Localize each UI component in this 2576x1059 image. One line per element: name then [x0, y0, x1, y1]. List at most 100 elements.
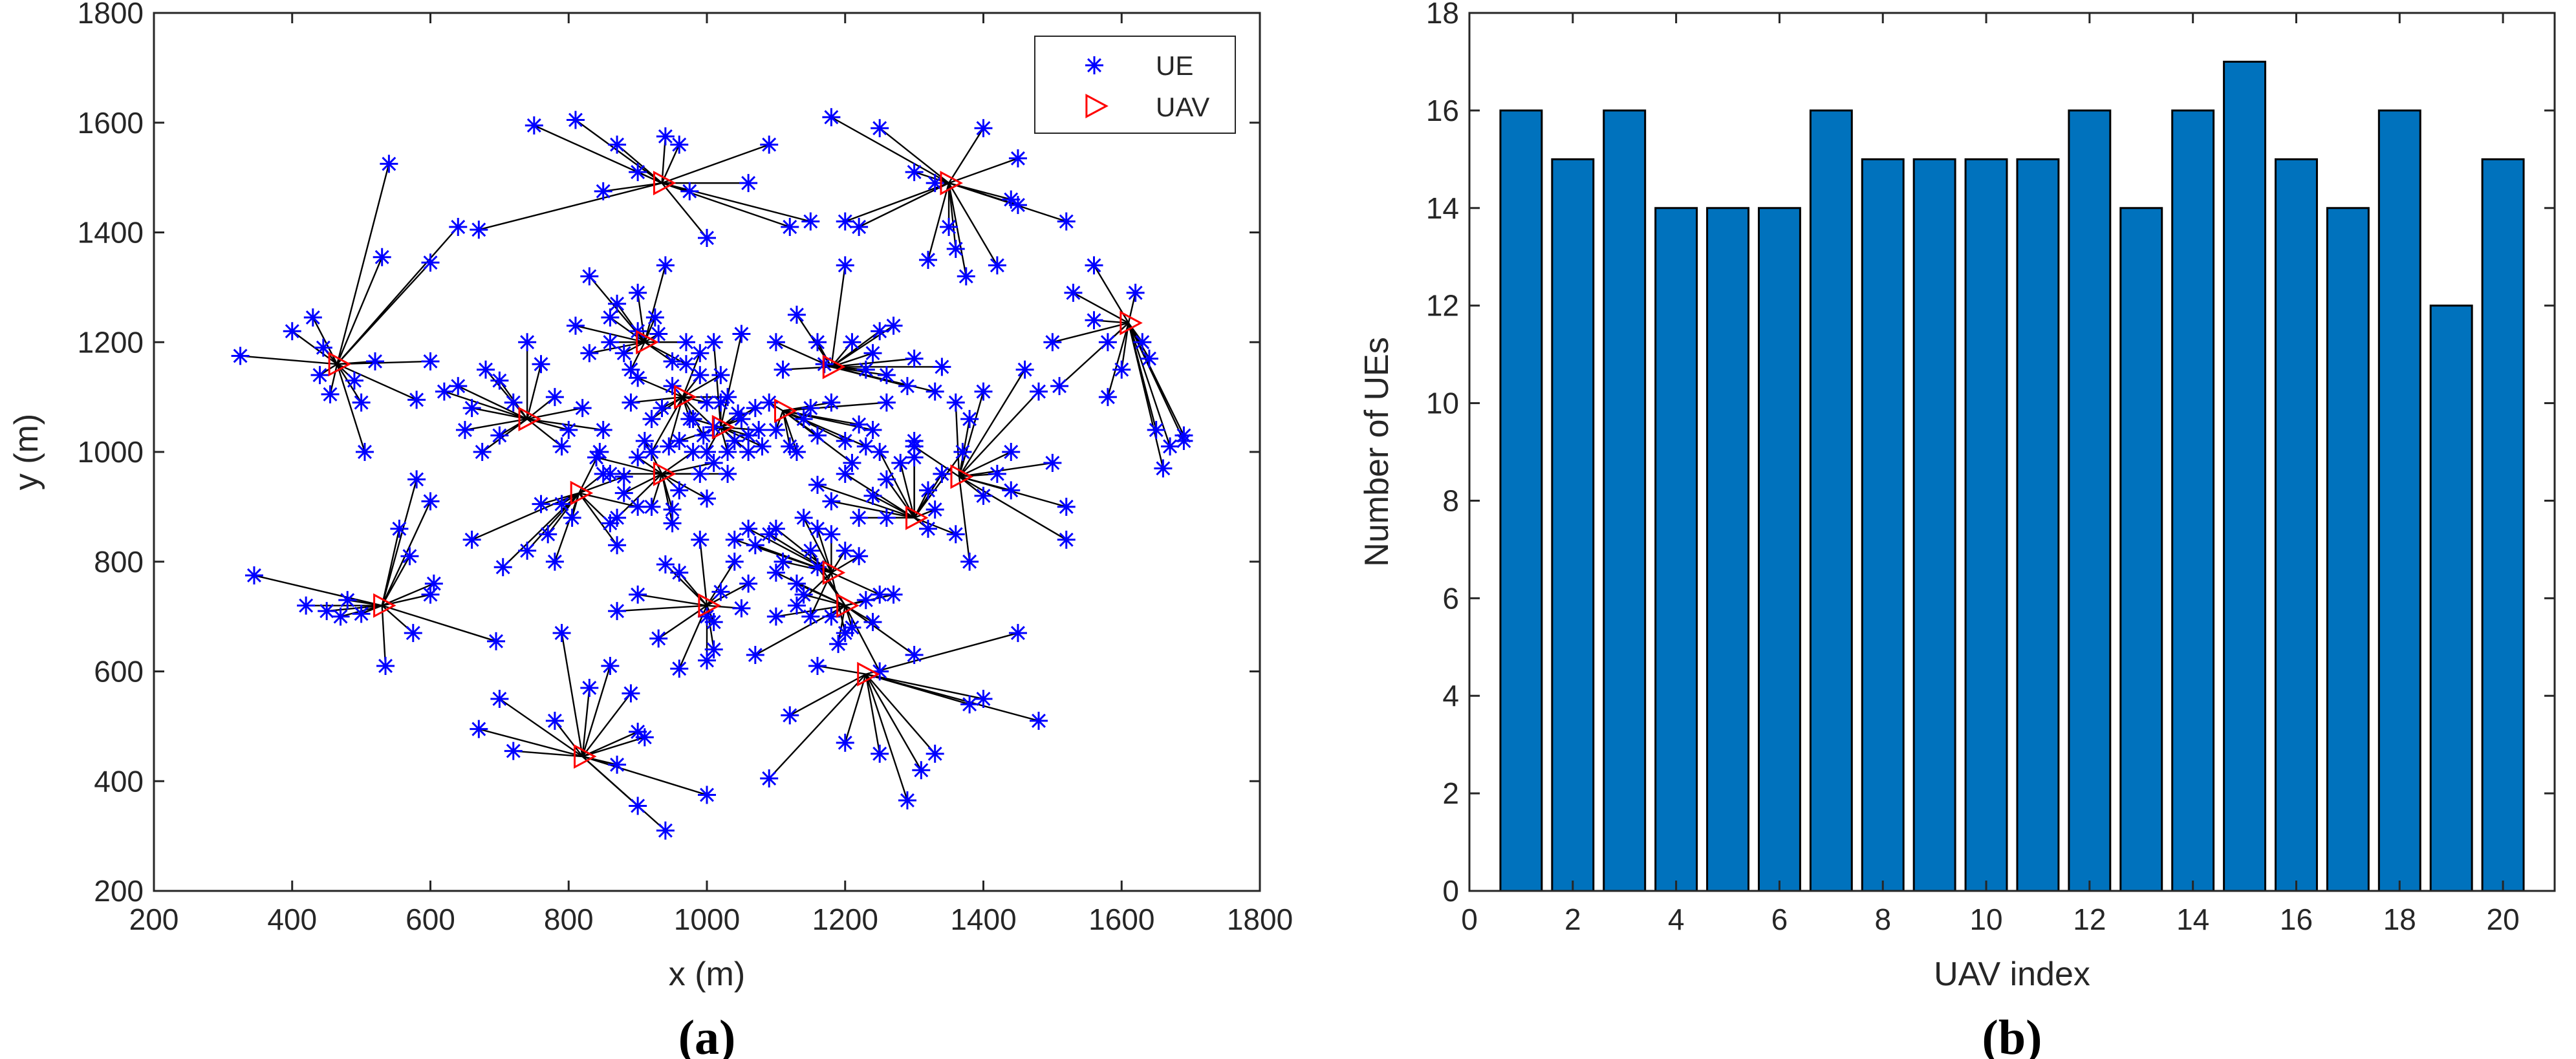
- link-line: [381, 555, 411, 606]
- link-line: [699, 539, 708, 606]
- ue-point: [781, 218, 799, 237]
- y-tick-label: 14: [1426, 191, 1459, 225]
- ue-star-stroke: [596, 184, 611, 198]
- link-line: [755, 604, 846, 656]
- ue-point: [645, 308, 664, 327]
- ue-point: [649, 325, 668, 343]
- ue-star-stroke: [927, 176, 942, 191]
- ue-star-stroke: [948, 395, 963, 410]
- ue-star-stroke: [810, 521, 825, 536]
- a-uav-markers: [328, 171, 1143, 769]
- ue-star-stroke: [748, 648, 763, 662]
- ue-point: [884, 585, 903, 604]
- ue-point: [905, 349, 924, 368]
- ue-point: [670, 481, 689, 500]
- link-line: [947, 182, 967, 277]
- ue-point: [719, 464, 737, 483]
- ue-point: [314, 338, 332, 357]
- ue-star-stroke: [741, 576, 756, 591]
- link-line: [581, 756, 666, 831]
- ue-point: [470, 220, 488, 239]
- ue-star-stroke: [582, 346, 597, 361]
- link-line: [637, 594, 708, 606]
- uav-point: [570, 480, 594, 506]
- ue-star-stroke: [803, 543, 818, 558]
- ue-point: [449, 218, 468, 237]
- ue-star-stroke: [1059, 499, 1074, 514]
- ue-star-stroke: [1087, 258, 1101, 273]
- ue-star-stroke: [575, 401, 590, 416]
- ue-point: [711, 366, 730, 385]
- link-line: [479, 728, 583, 758]
- ue-point: [750, 421, 768, 440]
- ue-point: [739, 574, 758, 593]
- ue-star-stroke: [796, 587, 811, 602]
- ue-point: [704, 453, 723, 472]
- ue-point: [725, 552, 744, 571]
- ue-star-stroke: [962, 412, 977, 427]
- ue-star-stroke: [631, 370, 645, 385]
- link-line: [844, 674, 867, 743]
- link-line: [644, 440, 663, 475]
- ue-point: [629, 283, 647, 302]
- ue-star-stroke: [554, 626, 569, 641]
- link-line: [958, 369, 1026, 477]
- ue-star-stroke: [409, 472, 424, 487]
- link-line: [816, 341, 832, 368]
- link-line: [830, 265, 846, 367]
- ue-point: [656, 256, 675, 275]
- ue-star-stroke: [741, 445, 756, 459]
- link-line: [865, 674, 922, 771]
- link-line: [381, 605, 387, 667]
- ue-star-stroke: [741, 521, 756, 536]
- ue-star-stroke: [479, 362, 493, 377]
- ue-point: [836, 464, 854, 483]
- x-tick-label: 2: [1564, 903, 1581, 936]
- link-line: [526, 418, 603, 431]
- ue-point: [850, 547, 869, 566]
- ue-star-stroke: [907, 439, 922, 454]
- ue-star-stroke: [1059, 214, 1074, 229]
- x-tick-label: 10: [1969, 903, 2002, 936]
- link-line: [865, 673, 936, 754]
- ue-point: [946, 239, 965, 258]
- y-tick-label: 12: [1426, 289, 1459, 323]
- ue-star-stroke: [858, 362, 873, 377]
- ue-star-stroke: [700, 491, 714, 506]
- ue-star-stroke: [727, 532, 742, 547]
- a-legend-ue-label: UE: [1156, 50, 1193, 81]
- ue-star-stroke: [789, 598, 804, 613]
- link-line: [879, 127, 949, 184]
- link-line: [662, 182, 790, 228]
- ue-star-stroke: [990, 258, 1004, 273]
- link-line: [913, 445, 960, 478]
- ue-point: [539, 525, 557, 544]
- ue-point: [663, 352, 682, 370]
- ue-star-stroke: [865, 346, 880, 361]
- ue-point: [871, 322, 889, 341]
- ue-star-stroke: [492, 373, 507, 388]
- ue-star-stroke: [354, 395, 369, 410]
- link-line: [844, 605, 881, 672]
- link-line: [830, 116, 949, 184]
- bar: [2326, 207, 2370, 892]
- ue-point: [808, 657, 827, 676]
- ue-star-stroke: [693, 532, 708, 547]
- ue-point: [787, 574, 806, 593]
- a-y-ticks: 200 400 600 800 1000 1200 1400 1600 1800: [78, 0, 1260, 908]
- ue-star-stroke: [872, 587, 887, 602]
- ue-point: [244, 566, 263, 584]
- ue-point: [1057, 530, 1076, 549]
- ue-star-stroke: [658, 129, 673, 144]
- ue-star-stroke: [665, 516, 680, 531]
- ue-point: [801, 399, 820, 418]
- link-line: [513, 750, 583, 758]
- ue-point: [1008, 624, 1027, 643]
- ue-star-stroke: [942, 220, 957, 234]
- ue-star-stroke: [464, 532, 479, 547]
- bar: [1603, 109, 1647, 892]
- ue-point: [850, 415, 869, 434]
- ue-star-stroke: [1176, 428, 1191, 443]
- ue-star-stroke: [1156, 461, 1171, 476]
- ue-star-stroke: [451, 220, 466, 234]
